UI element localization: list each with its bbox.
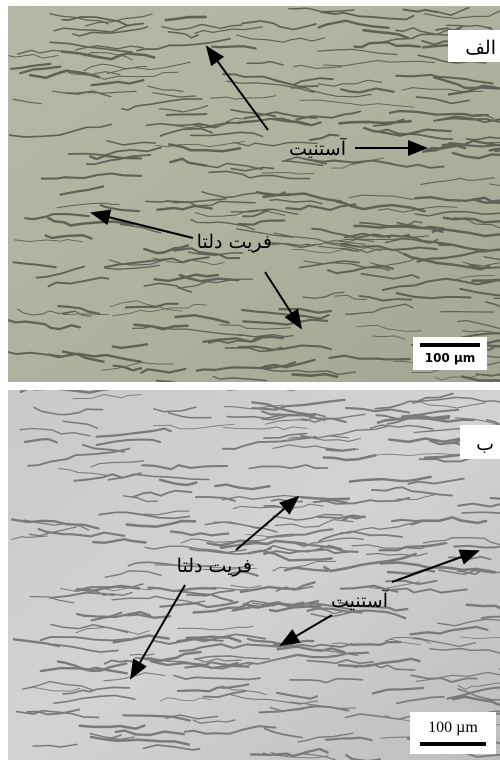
panel-label: الف bbox=[465, 37, 496, 59]
annotation: فریت دلتا bbox=[177, 555, 252, 577]
figure: الف آستنیت فریت دلتا 100 µm ب فریت دلتا … bbox=[0, 0, 500, 760]
dendrite bbox=[441, 312, 494, 313]
annotation: آستنیت bbox=[289, 137, 347, 160]
panel-a: الف آستنیت فریت دلتا 100 µm bbox=[8, 6, 500, 385]
scale-label: 100 µm bbox=[425, 351, 476, 365]
panel-b: ب فریت دلتا آستنیت 100 µm bbox=[8, 386, 500, 760]
panel-label: ب bbox=[476, 433, 494, 455]
dendrite bbox=[392, 520, 424, 521]
annotation: فریت دلتا bbox=[197, 231, 272, 253]
scale-label: 100 µm bbox=[428, 719, 478, 736]
dendrite bbox=[339, 121, 410, 123]
annotation: آستنیت bbox=[331, 589, 389, 612]
dendrite bbox=[167, 114, 207, 115]
